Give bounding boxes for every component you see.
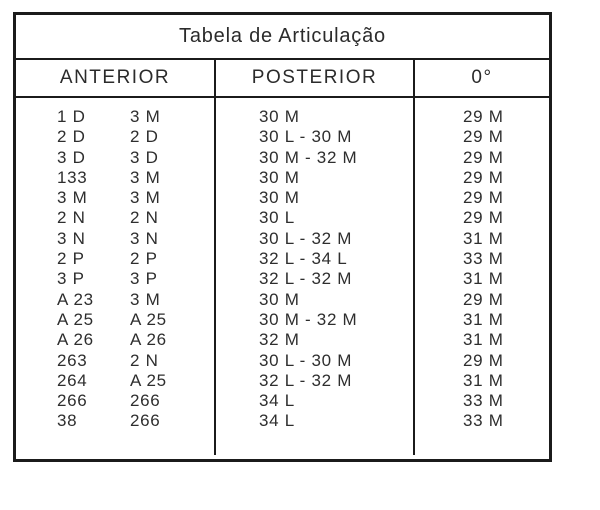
anterior-value-2: 3 M: [130, 167, 161, 187]
column-header-anterior: ANTERIOR: [16, 60, 216, 96]
anterior-row: A 25 A 25: [57, 310, 214, 330]
zero-degrees-value: 31 M: [463, 228, 504, 248]
anterior-row: 2 P 2 P: [57, 249, 214, 269]
anterior-value-2: 3 P: [130, 269, 158, 289]
posterior-value: 30 M: [259, 167, 300, 187]
anterior-value-2: 266: [130, 411, 161, 431]
zero-degrees-value: 29 M: [463, 127, 504, 147]
anterior-value-1: 1 D: [57, 107, 86, 126]
zero-degrees-value: 33 M: [463, 391, 504, 411]
anterior-value-2: A 25: [130, 370, 167, 390]
anterior-value-1: 3 M: [57, 188, 88, 208]
anterior-value-2: 3 D: [130, 147, 159, 167]
articulation-table: Tabela de Articulação ANTERIOR POSTERIOR…: [13, 12, 552, 462]
anterior-value-1: 266: [57, 391, 88, 411]
posterior-value: 30 M: [259, 107, 300, 126]
anterior-value-1: A 26: [57, 330, 94, 350]
anterior-row: A 26 A 26: [57, 330, 214, 350]
anterior-row: 264 A 25: [57, 371, 214, 391]
posterior-value: 30 M: [259, 289, 300, 309]
anterior-value-1: 38: [57, 411, 78, 431]
anterior-value-2: 2 P: [130, 249, 158, 269]
posterior-value: 32 M: [259, 330, 300, 350]
anterior-value-1: A 25: [57, 309, 94, 329]
anterior-value-1: A 23: [57, 289, 94, 309]
zero-degrees-value: 31 M: [463, 269, 504, 289]
zero-degrees-value: 29 M: [463, 350, 504, 370]
zero-degrees-value: 33 M: [463, 249, 504, 269]
anterior-value-1: 264: [57, 370, 88, 390]
anterior-value-1: 2 N: [57, 208, 86, 228]
anterior-value-1: 3 N: [57, 228, 86, 248]
table-header: ANTERIOR POSTERIOR 0°: [16, 60, 549, 98]
zero-degrees-value: 33 M: [463, 411, 504, 431]
zero-degrees-value: 29 M: [463, 107, 504, 126]
posterior-value: 30 M: [259, 188, 300, 208]
anterior-value-2: 3 M: [130, 188, 161, 208]
anterior-value-1: 2 D: [57, 127, 86, 147]
anterior-value-1: 2 P: [57, 249, 85, 269]
anterior-row: 38 266: [57, 411, 214, 431]
zero-degrees-value: 29 M: [463, 167, 504, 187]
anterior-row: 3 N 3 N: [57, 229, 214, 249]
posterior-value: 32 L - 32 M: [259, 370, 353, 390]
anterior-value-2: 3 M: [130, 107, 161, 126]
anterior-value-2: 2 D: [130, 127, 159, 147]
posterior-value: 30 L - 30 M: [259, 127, 353, 147]
zero-degrees-value: 29 M: [463, 208, 504, 228]
column-header-zero-degrees: 0°: [471, 67, 493, 88]
posterior-value: 32 L - 34 L: [259, 249, 348, 269]
anterior-value-2: 2 N: [130, 208, 159, 228]
anterior-value-2: 3 N: [130, 228, 159, 248]
zero-degrees-value: 29 M: [463, 147, 504, 167]
zero-degrees-value: 31 M: [463, 330, 504, 350]
anterior-value-1: 263: [57, 350, 88, 370]
anterior-value-2: A 25: [130, 309, 167, 329]
anterior-row: 266 266: [57, 391, 214, 411]
posterior-column: 30 M 30 L - 30 M 30 M - 32 M 30 M 30 M 30 L 30…: [216, 98, 415, 455]
zero-degrees-value: 29 M: [463, 289, 504, 309]
posterior-value: 30 M - 32 M: [259, 147, 358, 167]
anterior-value-2: A 26: [130, 330, 167, 350]
zero-degrees-value: 31 M: [463, 309, 504, 329]
zero-degrees-value: 29 M: [463, 188, 504, 208]
anterior-row: A 23 3 M: [57, 290, 214, 310]
anterior-value-2: 3 M: [130, 289, 161, 309]
zero-degrees-value: 31 M: [463, 370, 504, 390]
column-header-posterior: POSTERIOR: [216, 60, 415, 96]
zero-degrees-column: 29 M 29 M 29 M 29 M 29 M 29 M 31 M 33 M 31 M 29 M…: [415, 98, 549, 455]
posterior-value: 34 L: [259, 391, 295, 411]
anterior-row: 2 N 2 N: [57, 208, 214, 228]
anterior-value-1: 3 D: [57, 147, 86, 167]
posterior-value: 32 L - 32 M: [259, 269, 353, 289]
posterior-value: 30 L - 30 M: [259, 350, 353, 370]
posterior-value: 30 L - 32 M: [259, 228, 353, 248]
anterior-row: 3 D 3 D: [57, 148, 214, 168]
anterior-row: 1 D 3 M: [57, 107, 214, 127]
anterior-value-1: 3 P: [57, 269, 85, 289]
anterior-row: 3 P 3 P: [57, 269, 214, 289]
anterior-row: 3 M 3 M: [57, 188, 214, 208]
posterior-value: 30 M - 32 M: [259, 309, 358, 329]
anterior-row: 2 D 2 D: [57, 127, 214, 147]
table-title: Tabela de Articulação: [16, 15, 549, 60]
anterior-value-2: 2 N: [130, 350, 159, 370]
posterior-value: 34 L: [259, 411, 295, 431]
anterior-row: 133 3 M: [57, 168, 214, 188]
posterior-value: 30 L: [259, 208, 295, 228]
anterior-row: 263 2 N: [57, 351, 214, 371]
anterior-value-1: 133: [57, 167, 88, 187]
anterior-value-2: 266: [130, 391, 161, 411]
